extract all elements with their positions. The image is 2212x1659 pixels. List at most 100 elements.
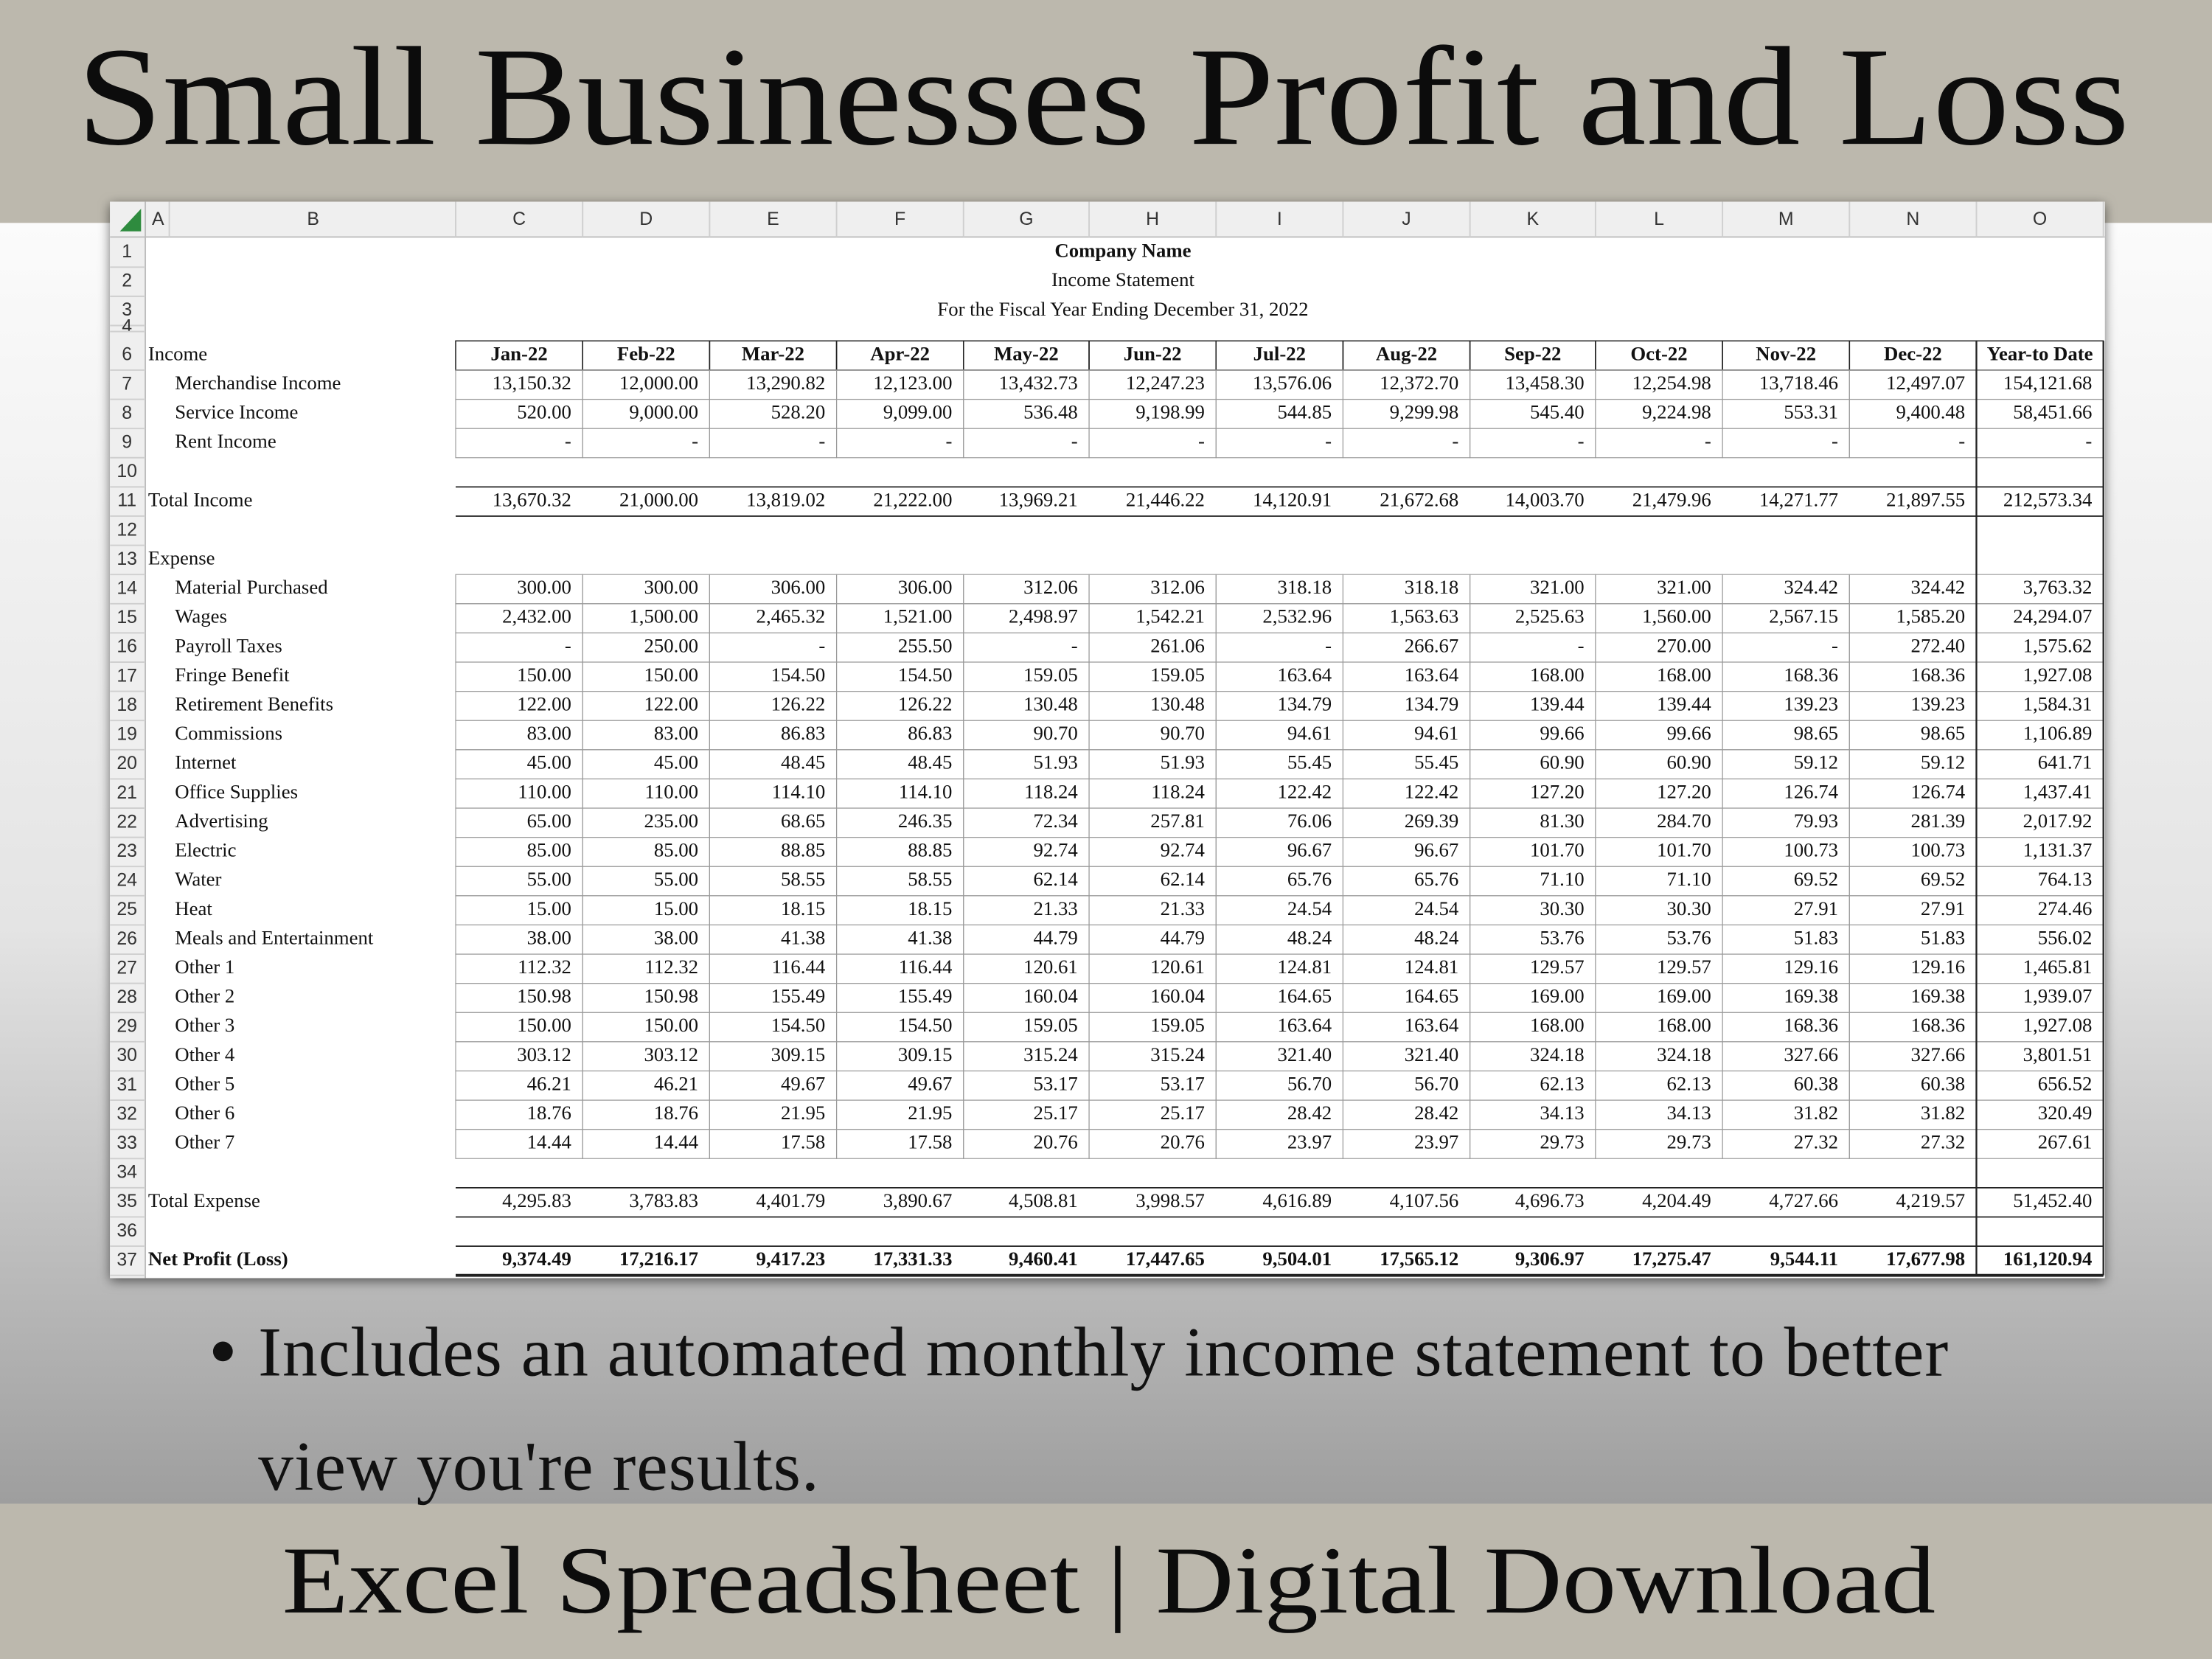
cell-value: 53.76 [1540,926,1584,948]
row-label: Retirement Benefits [175,693,333,715]
cell-value: 2,567.15 [1769,605,1838,627]
cell-value: 3,890.67 [883,1189,953,1211]
cell-value: 25.17 [1034,1102,1078,1124]
cell-value: 71.10 [1540,868,1584,890]
cell-value: 34.13 [1667,1102,1711,1124]
cell-value: 53.76 [1667,926,1711,948]
row-number: 16 [116,636,137,657]
cell-value: 88.85 [908,839,952,861]
cell-value: 41.38 [908,926,952,948]
cell-value: 321.40 [1278,1043,1332,1065]
row-number: 30 [116,1045,137,1065]
row-label: Other 3 [175,1014,234,1036]
cell-value: 62.14 [1034,868,1078,890]
cell-value: 168.36 [1784,664,1838,686]
column-letter: D [639,209,653,229]
cell-value: 116.44 [899,956,953,978]
cell-value: 69.52 [1794,868,1838,890]
cell-value: 255.50 [898,634,953,656]
cell-value: 65.76 [1287,868,1332,890]
cell-value: 15.00 [527,897,571,919]
cell-value: 150.00 [644,664,698,686]
cell-value: 2,525.63 [1515,605,1585,627]
cell-value: 58.55 [781,868,825,890]
cell-value: 96.67 [1414,839,1458,861]
cell-value: 21.95 [908,1102,952,1124]
cell-value: 300.00 [644,576,698,598]
cell-value: 154.50 [771,1014,826,1036]
row-number: 10 [116,461,137,481]
cell-value: 163.64 [1405,1014,1459,1036]
cell-value: 3,801.51 [2023,1043,2093,1065]
cell-value: 116.44 [772,956,826,978]
cell-value: 764.13 [2038,868,2093,890]
cell-value: - [565,430,571,452]
row-label: Commissions [175,722,282,744]
cell-value: 46.21 [527,1072,571,1094]
column-letter: N [1906,209,1919,229]
cell-value: 21,672.68 [1380,488,1458,510]
cell-value: 14.44 [654,1131,698,1153]
cell-value: 17,275.47 [1632,1248,1711,1270]
column-header: Apr-22 [870,342,930,364]
cell-value: 17.58 [908,1131,952,1153]
cell-value: 96.67 [1287,839,1332,861]
bullet-box: Includes an automated monthly income sta… [258,1312,1950,1506]
cell-value: 9,460.41 [1009,1248,1078,1270]
cell-value: 122.00 [644,693,698,715]
cell-value: 94.61 [1414,722,1458,744]
cell-value: - [692,430,698,452]
cell-value: 18.15 [781,897,825,919]
cell-value: 13,576.06 [1253,372,1332,394]
cell-value: 134.79 [1278,693,1332,715]
cell-value: 101.70 [1657,839,1711,861]
cell-value: 272.40 [1911,634,1966,656]
column-letter: B [307,209,319,229]
row-number: 12 [116,519,137,540]
spreadsheet: A B C D E F G H I J K L M N O 1 Company Name 2 Income Stat… [110,201,2105,1279]
cell-value: 324.42 [1784,576,1838,598]
cell-value: 150.00 [644,1014,698,1036]
statement-title: For the Fiscal Year Ending December 31, … [937,298,1308,320]
column-header: Jan-22 [490,342,547,364]
cell-value: 545.40 [1530,400,1585,422]
cell-value: 101.70 [1530,839,1585,861]
cell-value: 62.13 [1540,1072,1584,1094]
cell-value: 327.66 [1784,1043,1838,1065]
row-number: 25 [116,899,137,919]
column-header: Dec-22 [1884,342,1942,364]
cell-value: 15.00 [654,897,698,919]
cell-value: 1,542.21 [1135,605,1205,627]
row-number: 17 [116,665,137,686]
cell-value: 21,446.22 [1126,488,1205,510]
cell-value: 164.65 [1405,985,1459,1007]
row-number: 8 [122,403,132,423]
row-number: 13 [116,549,137,569]
cell-value: 154.50 [771,664,826,686]
cell-value: 49.67 [908,1072,952,1094]
cell-value: 150.00 [517,1014,571,1036]
cell-value: 2,465.32 [757,605,826,627]
cell-value: 155.49 [898,985,953,1007]
cell-value: 321.40 [1405,1043,1459,1065]
row-label: Heat [175,897,212,919]
cell-value: 4,508.81 [1009,1189,1078,1211]
bullet-text: Includes an automated monthly income sta… [258,1312,1950,1506]
cell-value: 14,271.77 [1759,488,1838,510]
cell-value: 1,131.37 [2023,839,2093,861]
cell-value: 41.38 [781,926,825,948]
cell-value: 12,254.98 [1632,372,1711,394]
row-number: 9 [122,432,132,453]
cell-value: 9,544.11 [1770,1248,1838,1270]
cell-value: 544.85 [1278,400,1332,422]
cell-value: 13,290.82 [746,372,825,394]
row-label: Wages [175,605,227,627]
row-number: 4 [122,316,132,336]
column-letter: A [152,209,164,229]
cell-value: 17,565.12 [1380,1248,1458,1270]
row-number: 33 [116,1133,137,1153]
row-number: 15 [116,607,137,627]
cell-value: 38.00 [527,926,571,948]
cell-value: 55.00 [527,868,571,890]
column-header: Mar-22 [742,342,804,364]
